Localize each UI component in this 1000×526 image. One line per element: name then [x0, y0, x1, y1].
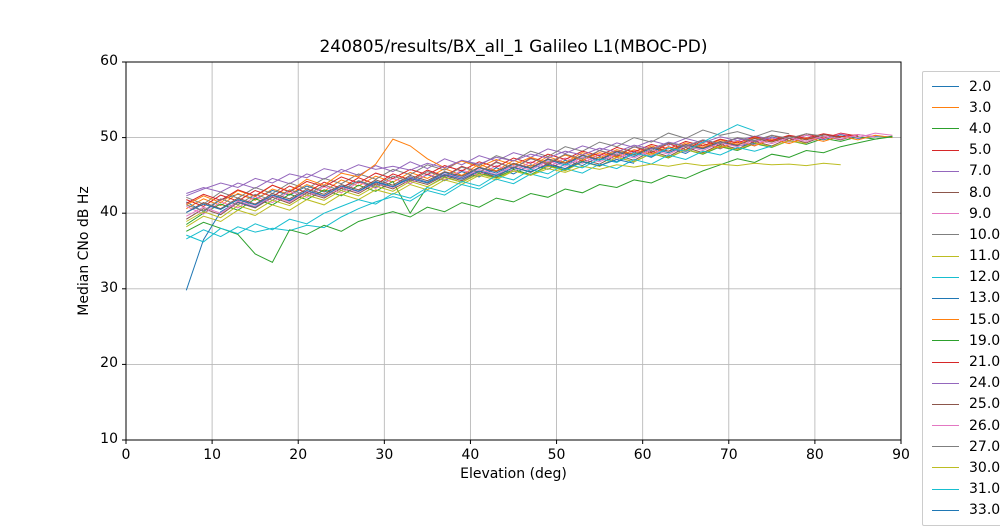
series-line-26.0	[186, 134, 876, 217]
legend-line-sample	[932, 149, 959, 151]
legend-item-label: 4.0	[969, 120, 992, 137]
legend-item: 27.0	[932, 436, 1000, 457]
x-tick-label: 60	[633, 447, 652, 463]
figure: { "chart_data": { "type": "line", "title…	[76, 37, 1000, 526]
legend-line-sample	[932, 467, 959, 469]
legend-item-label: 11.0	[969, 248, 1000, 265]
legend-item-label: 27.0	[969, 438, 1000, 455]
legend-item-label: 26.0	[969, 417, 1000, 434]
chart-title: 240805/results/BX_all_1 Galileo L1(MBOC-…	[319, 37, 708, 57]
legend-line-sample	[932, 297, 959, 299]
legend-item: 21.0	[932, 351, 1000, 372]
legend-item: 25.0	[932, 394, 1000, 415]
legend-item: 13.0	[932, 288, 1000, 309]
legend-item: 11.0	[932, 246, 1000, 267]
y-tick-label: 20	[100, 355, 118, 372]
legend-item-label: 3.0	[969, 99, 992, 116]
x-tick-label: 0	[121, 447, 131, 463]
legend-item: 8.0	[932, 182, 1000, 203]
series-line-11.0	[186, 140, 807, 228]
legend-line-sample	[932, 128, 959, 130]
legend-item: 5.0	[932, 140, 1000, 161]
legend-item-label: 8.0	[969, 184, 992, 201]
x-tick-label: 30	[375, 447, 394, 463]
y-tick-label: 10	[100, 431, 118, 447]
legend-item-label: 5.0	[969, 142, 992, 159]
legend-item: 4.0	[932, 118, 1000, 139]
legend-item-label: 10.0	[969, 226, 1000, 243]
legend-item: 31.0	[932, 479, 1000, 500]
legend-line-sample	[932, 86, 959, 88]
legend-item: 10.0	[932, 224, 1000, 245]
series-line-31.0	[186, 124, 755, 243]
legend-line-sample	[932, 403, 959, 405]
legend-line-sample	[932, 446, 959, 448]
legend-line-sample	[932, 340, 959, 342]
legend-line-sample	[932, 509, 959, 511]
legend-item: 3.0	[932, 97, 1000, 118]
plot-border	[125, 61, 902, 441]
series-line-33.0	[186, 158, 635, 213]
x-tick-label: 90	[892, 447, 910, 463]
legend-item: 9.0	[932, 203, 1000, 224]
legend-item-label: 13.0	[969, 290, 1000, 307]
legend-line-sample	[932, 382, 959, 384]
y-tick-label: 50	[100, 128, 118, 145]
legend-item-label: 25.0	[969, 396, 1000, 413]
legend-box: 2.0 3.0 4.0 5.0 7.0 8.0 9.0 10.0 11.0 12.0 13.0 15.…	[922, 71, 1000, 526]
series-line-19.0	[186, 136, 893, 263]
legend-item-label: 19.0	[969, 332, 1000, 349]
legend-item: 2.0	[932, 76, 1000, 97]
x-tick-label: 40	[461, 447, 480, 463]
plot-canvas	[122, 61, 902, 444]
y-tick-label: 40	[100, 204, 118, 221]
legend-item: 19.0	[932, 330, 1000, 351]
legend-item-label: 9.0	[969, 205, 992, 222]
x-tick-label: 10	[203, 447, 222, 463]
legend-line-sample	[932, 488, 959, 490]
x-tick-label: 20	[289, 447, 308, 463]
legend-line-sample	[932, 213, 959, 215]
legend-line-sample	[932, 255, 959, 257]
series-line-30.0	[186, 162, 841, 222]
series-line-4.0	[186, 135, 893, 225]
legend-item: 30.0	[932, 457, 1000, 478]
legend-line-sample	[932, 319, 959, 321]
legend-item-label: 30.0	[969, 459, 1000, 476]
legend-item: 12.0	[932, 267, 1000, 288]
legend-item: 24.0	[932, 373, 1000, 394]
legend-item-label: 24.0	[969, 375, 1000, 392]
legend-line-sample	[932, 276, 959, 278]
y-tick-label: 30	[100, 279, 118, 296]
series-line-25.0	[186, 134, 841, 213]
legend-line-sample	[932, 425, 959, 427]
legend-item-label: 31.0	[969, 481, 1000, 498]
series-line-7.0	[186, 135, 790, 194]
legend-item: 26.0	[932, 415, 1000, 436]
x-tick-label: 50	[547, 447, 566, 463]
legend-line-sample	[932, 170, 959, 172]
legend-item-label: 21.0	[969, 354, 1000, 371]
legend-item-label: 12.0	[969, 269, 1000, 286]
legend-item-label: 33.0	[969, 502, 1000, 519]
legend-item-label: 2.0	[969, 78, 992, 95]
x-tick-label: 70	[719, 447, 738, 463]
legend-item: 15.0	[932, 309, 1000, 330]
legend-item-label: 7.0	[969, 163, 992, 180]
legend-item: 33.0	[932, 500, 1000, 521]
series-line-27.0	[186, 133, 824, 212]
series-line-24.0	[186, 137, 772, 197]
legend-item: 7.0	[932, 161, 1000, 182]
legend-line-sample	[932, 192, 959, 194]
series-line-12.0	[186, 145, 772, 240]
y-tick-label: 60	[100, 53, 118, 69]
legend-line-sample	[932, 361, 959, 363]
legend-line-sample	[932, 234, 959, 236]
x-axis-label: Elevation (deg)	[460, 466, 567, 482]
legend-line-sample	[932, 107, 959, 109]
x-tick-label: 80	[805, 447, 824, 463]
legend-item-label: 15.0	[969, 311, 1000, 328]
